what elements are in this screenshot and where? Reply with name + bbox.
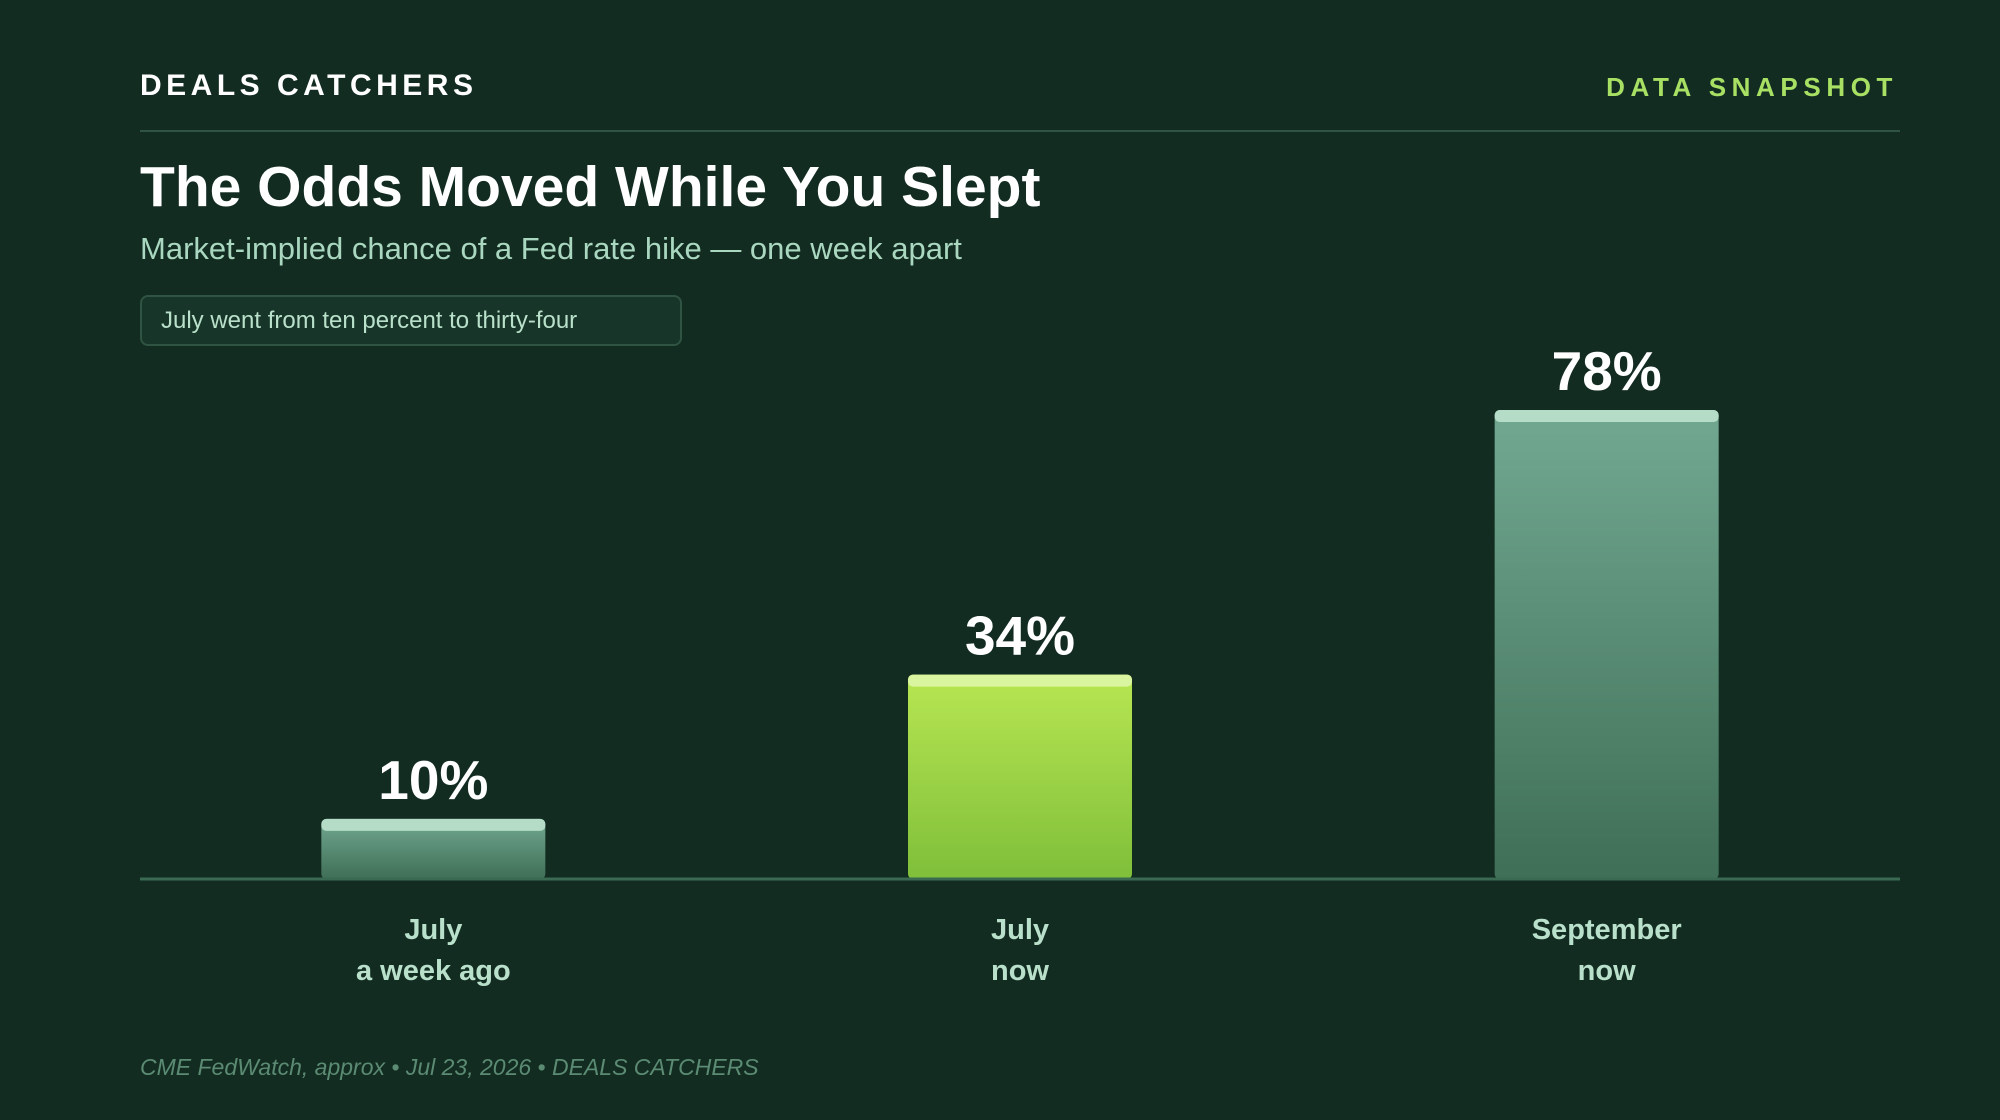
value-label-1: 10%	[378, 749, 488, 811]
category-label-1-line-2: a week ago	[356, 955, 511, 987]
category-label-1-line-1: July	[404, 914, 462, 946]
bar-1	[321, 818, 546, 879]
category-label-3-line-1: September	[1532, 914, 1682, 946]
source-footer: CME FedWatch, approx • Jul 23, 2026 • DE…	[140, 1054, 759, 1080]
page-title: The Odds Moved While You Slept	[140, 155, 1041, 219]
category-label-2-line-2: now	[991, 955, 1049, 987]
bar-cap-2	[908, 674, 1132, 687]
bar-2	[908, 674, 1132, 879]
page-subtitle: Market-implied chance of a Fed rate hike…	[140, 231, 962, 266]
value-label-2: 34%	[965, 605, 1075, 667]
bar-3	[1494, 410, 1719, 879]
value-label-3: 78%	[1552, 340, 1662, 402]
bar-cap-3	[1494, 410, 1719, 422]
callout-note: July went from ten percent to thirty-fou…	[140, 295, 682, 346]
bar-cap-1	[321, 818, 546, 831]
header-divider	[140, 130, 1900, 132]
snapshot-tag: DATA SNAPSHOT	[1606, 72, 1898, 102]
category-label-3-line-2: now	[1578, 955, 1636, 987]
brand-name: DEALS CATCHERS	[140, 69, 478, 102]
category-label-2-line-1: July	[991, 914, 1049, 946]
